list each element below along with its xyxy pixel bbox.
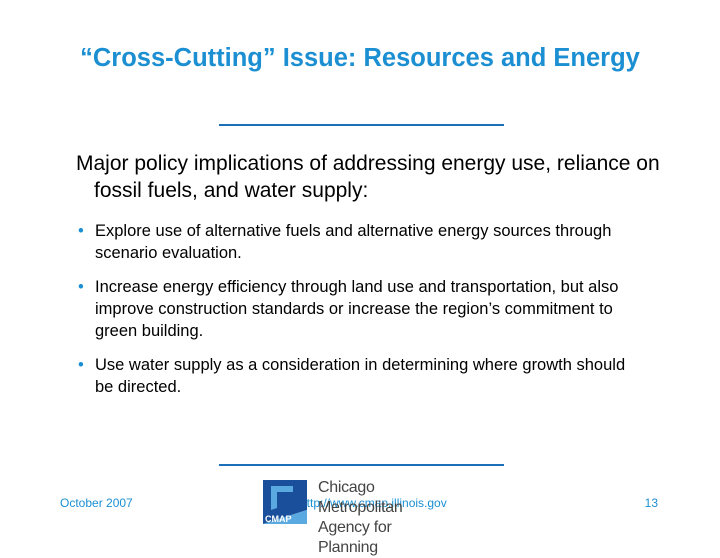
slide-title: “Cross-Cutting” Issue: Resources and Ene… xyxy=(80,44,640,72)
bullet-list: • Explore use of alternative fuels and a… xyxy=(78,220,648,410)
title-divider xyxy=(219,124,504,126)
logo-wordmark: Chicago Metropolitan Agency for Planning xyxy=(318,478,453,558)
logo-line-2: Agency for Planning xyxy=(318,519,392,556)
bullet-marker: • xyxy=(78,278,84,296)
footer-date: October 2007 xyxy=(60,496,133,510)
bullet-item: • Explore use of alternative fuels and a… xyxy=(78,220,648,264)
bullet-item: • Increase energy efficiency through lan… xyxy=(78,276,648,342)
bullet-text: Increase energy efficiency through land … xyxy=(95,278,619,340)
page-number: 13 xyxy=(644,496,658,510)
footer-divider xyxy=(219,464,504,466)
slide: “Cross-Cutting” Issue: Resources and Ene… xyxy=(60,44,660,556)
bullet-marker: • xyxy=(78,356,84,374)
logo-mark-text: CMAP xyxy=(265,514,292,524)
cmap-logo-icon: CMAP xyxy=(263,480,307,524)
intro-paragraph: Major policy implications of addressing … xyxy=(76,152,660,202)
bullet-item: • Use water supply as a consideration in… xyxy=(78,354,648,398)
bullet-text: Use water supply as a consideration in d… xyxy=(95,356,626,396)
cmap-logo: CMAP Chicago Metropolitan Agency for Pla… xyxy=(263,476,453,556)
bullet-marker: • xyxy=(78,222,84,240)
logo-line-1: Chicago Metropolitan xyxy=(318,479,403,516)
bullet-text: Explore use of alternative fuels and alt… xyxy=(95,222,612,262)
footer-url[interactable]: http://www.cmap.illinois.gov xyxy=(300,496,447,510)
